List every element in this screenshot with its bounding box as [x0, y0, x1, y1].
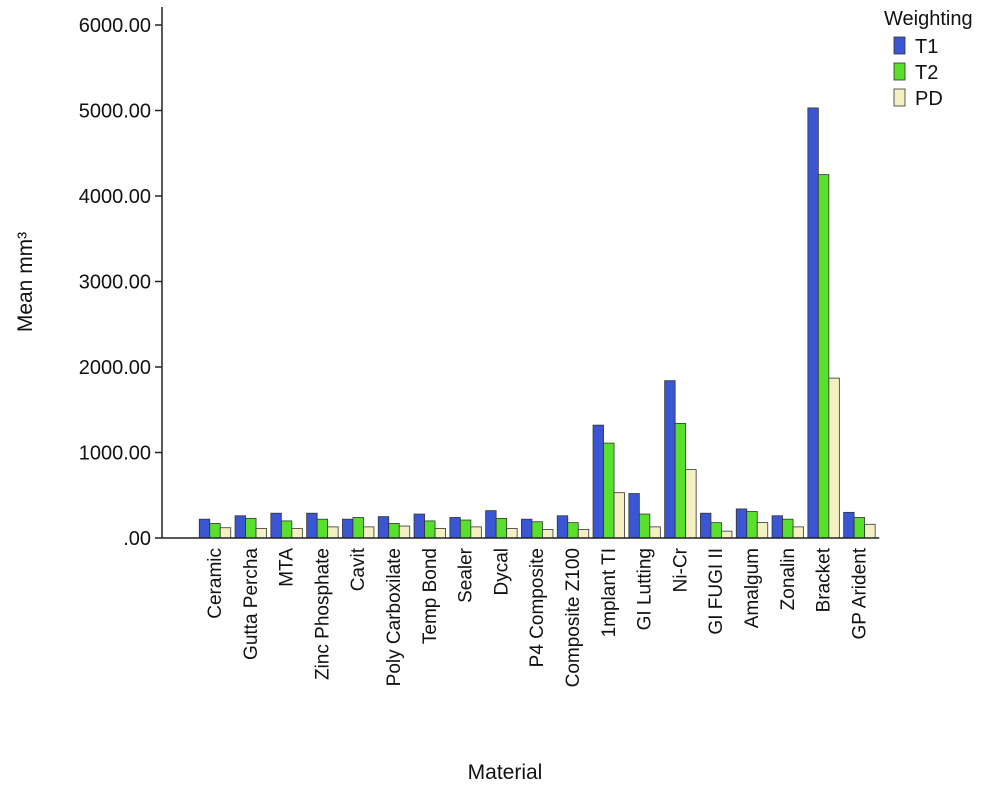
bar-t1 — [521, 518, 533, 539]
bar-t1 — [342, 518, 354, 539]
x-category-label: Dycal — [491, 548, 512, 596]
x-axis-title: Material — [468, 761, 543, 784]
y-tick-label: 1000.00 — [79, 443, 151, 465]
legend-swatch-t2 — [893, 62, 906, 81]
bar-t1 — [664, 380, 676, 539]
bar-t2 — [316, 518, 329, 539]
x-category-label: Zinc Phosphate — [312, 548, 333, 680]
y-tick-label: 3000.00 — [79, 272, 151, 294]
bar-pd — [506, 528, 518, 539]
x-category-label: Temp Bond — [420, 548, 441, 644]
bar-t1 — [198, 518, 211, 539]
bar-pd — [792, 526, 804, 539]
bar-pd — [685, 469, 697, 539]
bar-t1 — [843, 511, 855, 539]
bars-layer — [198, 107, 876, 539]
y-tick-label: 6000.00 — [79, 15, 151, 37]
x-category-label: 1mplant TI — [599, 548, 620, 637]
bar-t1 — [807, 107, 819, 539]
bar-t2 — [245, 517, 257, 539]
bar-t1 — [771, 515, 783, 539]
bar-pd — [291, 528, 303, 539]
bar-t2 — [459, 519, 472, 539]
bar-t2 — [209, 523, 221, 539]
bar-t2 — [352, 517, 364, 539]
bar-pd — [613, 492, 625, 539]
bar-pd — [470, 526, 482, 539]
x-category-label: Bracket — [814, 547, 835, 612]
legend-swatch-pd — [893, 88, 906, 107]
bar-pd — [542, 529, 554, 539]
bar-pd — [363, 526, 375, 539]
bar-pd — [649, 526, 661, 539]
bar-pd — [577, 529, 590, 539]
bar-t1 — [628, 493, 640, 539]
bar-t1 — [306, 512, 318, 539]
bar-t1 — [700, 512, 712, 539]
x-category-label: MTA — [277, 548, 298, 587]
bar-t1 — [485, 510, 497, 539]
x-category-label: P4 Composite — [527, 548, 548, 667]
legend-label-pd: PD — [915, 88, 943, 110]
bar-pd — [398, 525, 411, 539]
bar-t2 — [674, 423, 687, 539]
x-category-label: Sealer — [456, 547, 477, 603]
bar-t2 — [388, 523, 400, 539]
x-category-label: Composite Z100 — [563, 548, 584, 687]
bar-pd — [828, 377, 840, 539]
bar-t1 — [377, 516, 390, 539]
bar-t2 — [746, 511, 758, 539]
legend: Weighting T1 T2 PD — [884, 8, 973, 110]
bar-t2 — [782, 518, 794, 539]
bar-pd — [756, 522, 769, 539]
bar-pd — [864, 523, 876, 539]
y-axis-title: Mean mm³ — [14, 232, 37, 332]
x-category-label: GI Lutting — [635, 548, 656, 630]
x-category-label: Ceramic — [205, 548, 226, 619]
x-category-label: Cavit — [348, 547, 369, 591]
bar-pd — [327, 526, 339, 539]
legend-swatch-t1 — [893, 36, 906, 55]
bar-t2 — [495, 517, 508, 539]
bar-t1 — [234, 515, 246, 539]
legend-label-t1: T1 — [915, 36, 938, 58]
x-category-label: Poly Carboxilate — [384, 548, 405, 686]
legend-label-t2: T2 — [915, 62, 938, 84]
bar-t1 — [270, 512, 282, 539]
x-category-label: Gutta Percha — [241, 548, 262, 660]
bar-t2 — [853, 517, 866, 539]
bar-t1 — [592, 424, 604, 539]
bar-pd — [721, 530, 733, 539]
bar-t2 — [710, 522, 722, 539]
bar-t2 — [567, 522, 579, 539]
bar-t2 — [603, 442, 615, 539]
bar-t2 — [280, 520, 293, 539]
y-axis: .00 1000.00 2000.00 3000.00 4000.00 5000.00 60… — [79, 7, 163, 550]
bar-pd — [219, 527, 232, 539]
x-category-label: Zonalin — [778, 548, 799, 610]
x-category-label: GP Arident — [849, 547, 870, 639]
bar-t1 — [413, 513, 425, 539]
bar-t1 — [735, 508, 748, 539]
bar-t2 — [817, 174, 830, 539]
bar-t2 — [531, 521, 543, 539]
y-tick-label: .00 — [123, 528, 151, 550]
x-category-label: Amalgum — [742, 548, 763, 628]
x-axis: Ceramic Gutta Percha MTA Zinc Phosphate Cavi… — [162, 537, 880, 687]
y-tick-label: 5000.00 — [79, 101, 151, 123]
y-tick-label: 4000.00 — [79, 186, 151, 208]
bar-t2 — [638, 513, 651, 539]
x-category-label: Ni-Cr — [670, 547, 691, 592]
bar-pd — [434, 528, 446, 539]
bar-t2 — [424, 520, 436, 539]
x-category-label: GI FUGI II — [706, 548, 727, 635]
legend-title: Weighting — [884, 8, 973, 30]
bar-pd — [255, 528, 267, 539]
bar-t1 — [449, 517, 461, 539]
y-tick-label: 2000.00 — [79, 357, 151, 379]
bar-t1 — [556, 515, 569, 539]
